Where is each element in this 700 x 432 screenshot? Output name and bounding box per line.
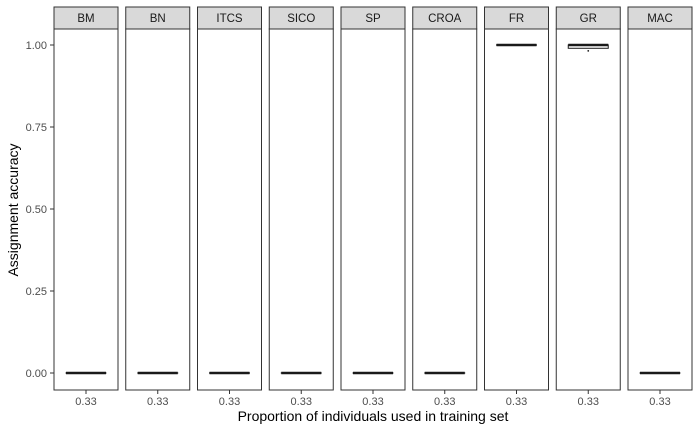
- facet-panel-fr: FR 0.33: [484, 6, 549, 408]
- facet-panel-border: [484, 28, 549, 391]
- facet-panel-border: [627, 28, 693, 391]
- facet-panel-border: [555, 28, 621, 391]
- facet-panel-border: [412, 28, 478, 391]
- facet-panel-itcs: ITCS 0.33: [197, 6, 262, 408]
- facet-panel-border: [53, 28, 119, 391]
- facet-panels: BM 0.33 BN 0.33 ITCS 0.33 SICO 0.33 SP 0.33 CROA 0.…: [53, 6, 693, 408]
- x-tick-label: 0.33: [219, 396, 240, 408]
- facet-strip-label: MAC: [647, 13, 673, 25]
- y-tick-label: 0.00: [26, 368, 47, 380]
- facet-strip-label: SICO: [287, 13, 315, 25]
- x-tick-label: 0.33: [649, 396, 670, 408]
- x-tick-label: 0.33: [75, 396, 96, 408]
- facet-panel-bn: BN 0.33: [125, 6, 191, 408]
- facet-strip-label: BM: [77, 13, 94, 25]
- facet-panel-border: [340, 28, 406, 391]
- y-tick-label: 0.25: [26, 286, 47, 298]
- y-tick-label: 0.75: [26, 122, 47, 134]
- facet-panel-border: [125, 28, 191, 391]
- x-tick-label: 0.33: [147, 396, 168, 408]
- y-tick-label: 1.00: [26, 40, 47, 52]
- facet-strip-label: ITCS: [216, 13, 243, 25]
- facet-strip-label: BN: [150, 13, 166, 25]
- box-outlier: [587, 50, 590, 52]
- facet-panel-sico: SICO 0.33: [268, 6, 334, 408]
- facet-panel-border: [197, 28, 262, 391]
- facet-strip-label: CROA: [428, 13, 462, 25]
- y-axis: 0.00 0.25 0.50 0.75 1.00: [26, 40, 54, 380]
- y-tick-label: 0.50: [26, 204, 47, 216]
- facet-panel-bm: BM 0.33: [53, 6, 119, 408]
- x-tick-label: 0.33: [291, 396, 312, 408]
- facet-panel-border: [268, 28, 334, 391]
- facet-panel-mac: MAC 0.33: [627, 6, 693, 408]
- facet-panel-gr: GR 0.33: [555, 6, 621, 408]
- y-axis-title: Assignment accuracy: [5, 143, 21, 276]
- facet-panel-sp: SP 0.33: [340, 6, 406, 408]
- x-tick-label: 0.33: [578, 396, 599, 408]
- facet-strip-label: FR: [509, 13, 524, 25]
- x-tick-label: 0.33: [362, 396, 383, 408]
- x-axis-title: Proportion of individuals used in traini…: [238, 408, 509, 424]
- facet-panel-croa: CROA 0.33: [412, 6, 478, 408]
- facet-strip-label: GR: [580, 13, 597, 25]
- x-tick-label: 0.33: [506, 396, 527, 408]
- x-tick-label: 0.33: [434, 396, 455, 408]
- facet-strip-label: SP: [365, 13, 381, 25]
